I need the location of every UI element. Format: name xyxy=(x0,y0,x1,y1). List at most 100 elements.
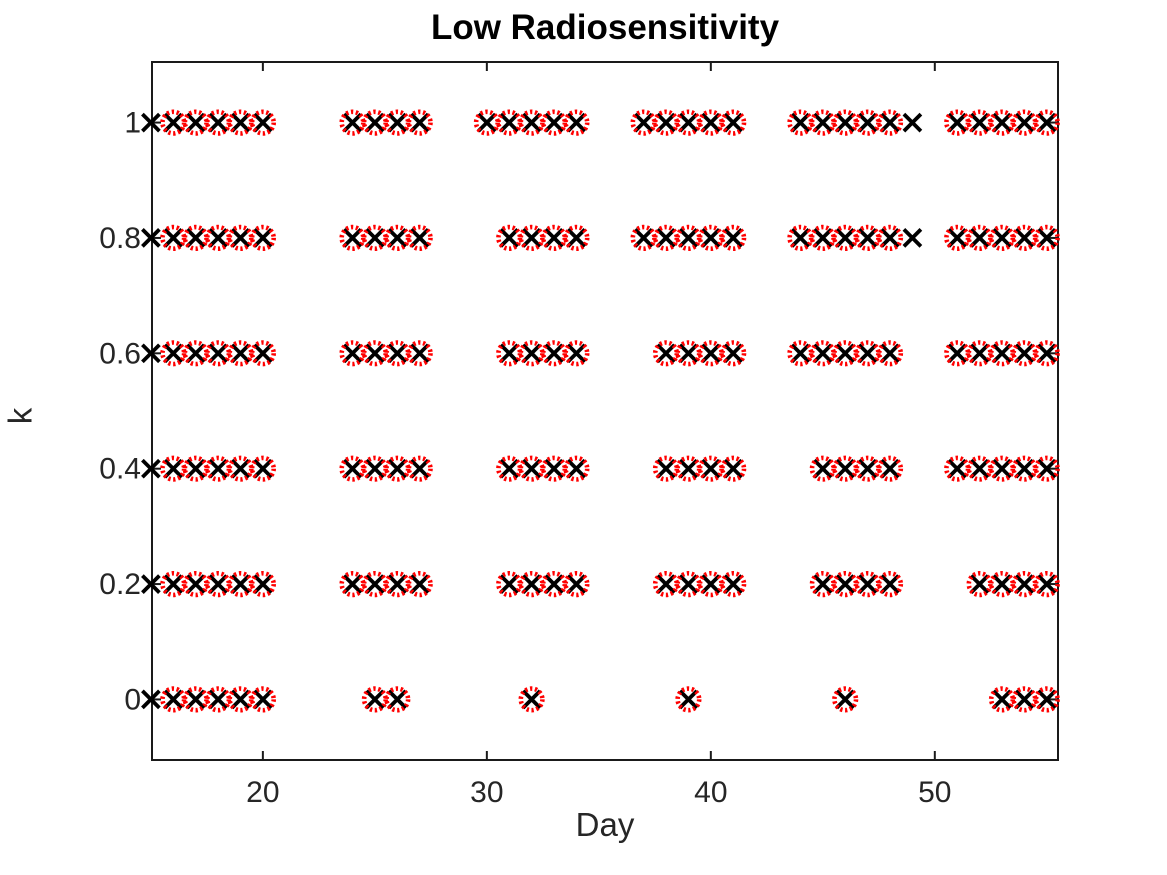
x-marker xyxy=(185,112,206,133)
circle-marker xyxy=(518,224,545,251)
circle-marker xyxy=(854,340,881,367)
x-marker xyxy=(723,228,744,248)
x-marker xyxy=(880,343,900,364)
x-marker xyxy=(723,112,744,133)
x-marker xyxy=(544,458,564,479)
circle-marker xyxy=(406,570,433,598)
circle-marker xyxy=(406,109,433,136)
x-marker xyxy=(141,343,161,364)
x-marker xyxy=(880,458,900,479)
circle-marker xyxy=(988,109,1016,136)
x-marker xyxy=(700,343,721,364)
x-marker xyxy=(1036,574,1057,594)
circle-marker xyxy=(720,455,747,482)
circle-marker xyxy=(339,340,366,367)
x-marker xyxy=(230,343,251,364)
x-marker xyxy=(566,343,587,364)
circle-marker xyxy=(518,686,545,713)
circle-marker xyxy=(518,340,545,367)
circle-marker xyxy=(720,570,747,598)
x-marker xyxy=(1014,689,1035,710)
circle-marker xyxy=(540,570,568,598)
x-marker xyxy=(1036,343,1057,364)
x-marker xyxy=(387,458,408,479)
circle-marker xyxy=(675,109,702,136)
circle-marker xyxy=(832,686,859,713)
circle-marker xyxy=(406,224,433,251)
circle-marker xyxy=(787,340,814,367)
x-marker xyxy=(253,574,273,594)
x-marker xyxy=(1014,343,1035,364)
circle-marker xyxy=(1033,109,1060,136)
circle-marker xyxy=(1033,686,1060,713)
x-marker xyxy=(678,112,699,133)
x-marker xyxy=(163,343,184,364)
x-marker xyxy=(365,228,385,248)
circle-marker xyxy=(1011,686,1038,713)
x-marker xyxy=(1014,574,1035,594)
circle-marker xyxy=(988,686,1016,713)
x-marker xyxy=(208,574,228,594)
x-marker xyxy=(566,574,587,594)
circle-marker xyxy=(384,109,411,136)
x-marker xyxy=(656,228,676,248)
x-marker xyxy=(521,228,542,248)
x-marker xyxy=(812,574,833,594)
x-marker xyxy=(387,574,408,594)
x-marker xyxy=(499,343,520,364)
circle-marker xyxy=(249,109,276,136)
x-marker xyxy=(185,574,206,594)
svg-text:0.4: 0.4 xyxy=(99,453,141,486)
circle-marker xyxy=(988,570,1016,598)
x-marker xyxy=(656,112,676,133)
circle-marker xyxy=(339,455,366,482)
circle-marker xyxy=(854,224,881,251)
circle-marker xyxy=(988,340,1016,367)
circle-marker xyxy=(675,455,702,482)
x-marker xyxy=(342,112,363,133)
x-marker xyxy=(678,689,699,710)
svg-text:50: 50 xyxy=(918,776,951,809)
x-marker xyxy=(656,574,676,594)
svg-text:0.2: 0.2 xyxy=(99,568,141,601)
x-marker xyxy=(521,574,542,594)
circle-marker xyxy=(496,570,523,598)
circle-marker xyxy=(876,570,904,598)
x-marker xyxy=(1036,689,1057,710)
x-marker xyxy=(208,458,228,479)
tick-marks xyxy=(152,62,1058,760)
circle-marker xyxy=(832,570,859,598)
circle-marker xyxy=(227,340,254,367)
circle-marker xyxy=(1011,340,1038,367)
x-marker xyxy=(857,574,878,594)
x-marker xyxy=(499,112,520,133)
x-marker xyxy=(544,574,564,594)
circle-marker xyxy=(540,340,568,367)
circle-marker xyxy=(182,109,209,136)
circle-marker xyxy=(832,224,859,251)
circle-marker xyxy=(832,340,859,367)
circle-marker xyxy=(809,109,836,136)
x-marker xyxy=(521,458,542,479)
circle-marker xyxy=(787,109,814,136)
x-marker xyxy=(835,458,856,479)
x-marker xyxy=(544,228,564,248)
x-marker xyxy=(812,228,833,248)
x-marker xyxy=(253,343,273,364)
circle-marker xyxy=(182,224,209,251)
x-marker xyxy=(499,228,520,248)
x-marker xyxy=(992,689,1012,710)
x-marker xyxy=(678,228,699,248)
x-marker xyxy=(365,343,385,364)
circle-marker xyxy=(384,224,411,251)
circle-marker xyxy=(182,686,209,713)
x-marker xyxy=(185,228,206,248)
circle-marker xyxy=(809,570,836,598)
x-marker xyxy=(656,458,676,479)
circle-marker xyxy=(809,455,836,482)
circle-marker xyxy=(160,224,187,251)
circle-marker xyxy=(876,340,904,367)
x-marker xyxy=(678,458,699,479)
x-marker xyxy=(880,574,900,594)
